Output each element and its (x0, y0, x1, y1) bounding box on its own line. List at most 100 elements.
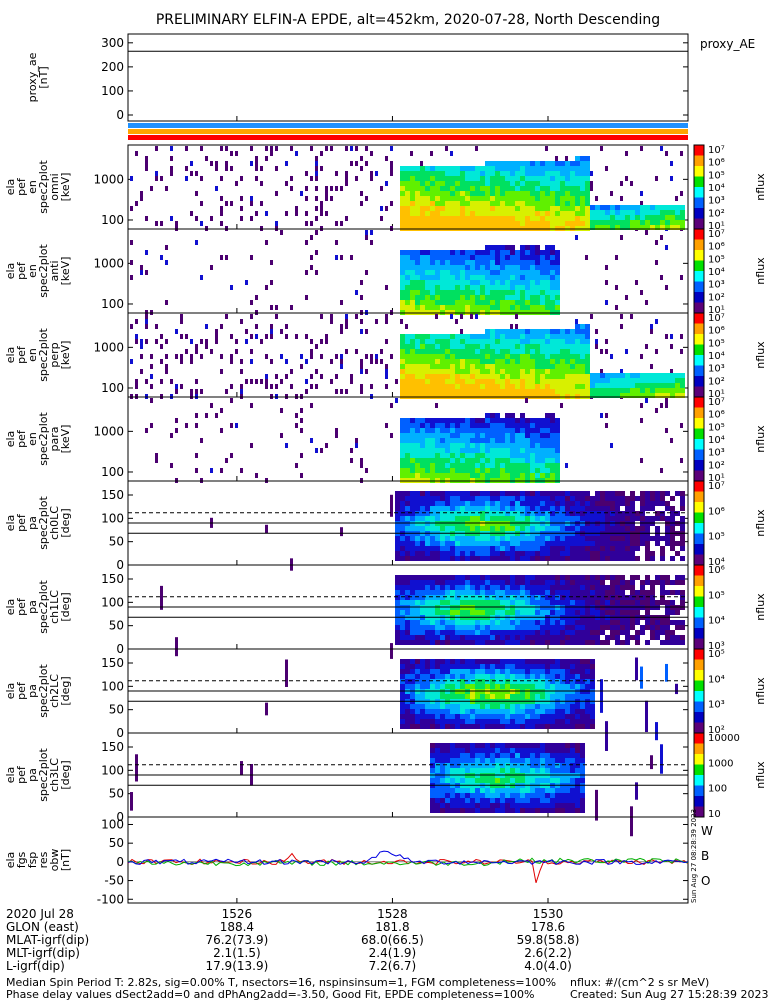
spec-cell (520, 334, 525, 339)
spec-cell (435, 354, 440, 359)
pa-cell (455, 714, 460, 719)
pa-cell (570, 516, 575, 521)
spec-cell (405, 196, 410, 201)
spec-cell (420, 196, 425, 201)
pa-cell (420, 640, 425, 645)
noise-cell (315, 384, 318, 389)
spec-cell (435, 384, 440, 389)
pa-cell (520, 501, 525, 506)
noise-cell (165, 300, 168, 305)
pa-cell (630, 556, 635, 561)
pa-cell (665, 501, 670, 506)
pa-cell (465, 684, 470, 689)
noise-cell (340, 300, 343, 305)
spec-cell (440, 423, 445, 428)
pa-cell (555, 595, 560, 600)
spec-cell (520, 329, 525, 334)
noise-cell (370, 176, 373, 181)
pa-cell (680, 506, 685, 511)
noise-cell (135, 379, 138, 384)
pa-cell (515, 551, 520, 556)
spec-cell (585, 216, 590, 221)
pa-cell (420, 536, 425, 541)
pa-cell (550, 620, 555, 625)
spec-cell (410, 369, 415, 374)
noise-cell (370, 384, 373, 389)
spec-cell (400, 354, 405, 359)
spec-cell (530, 221, 535, 226)
pa-cell (560, 590, 565, 595)
pa-cell (475, 625, 480, 630)
spec-cell (585, 349, 590, 354)
pa-cell (430, 491, 435, 496)
pa-cell (400, 536, 405, 541)
noise-cell (230, 423, 233, 428)
spec-cell (465, 468, 470, 473)
noise-cell (320, 448, 323, 453)
pa-cell (485, 501, 490, 506)
spec-cell (585, 389, 590, 394)
spec-cell (655, 383, 660, 388)
spec-cell (610, 378, 615, 383)
spec-cell (465, 334, 470, 339)
ytick-label: 1000 (93, 340, 124, 354)
noise-cell (345, 349, 348, 354)
spec-cell (435, 458, 440, 463)
spec-cell (495, 211, 500, 216)
pa-cell (560, 659, 565, 664)
pa-cell (455, 551, 460, 556)
spec-cell (475, 211, 480, 216)
spec-cell (405, 428, 410, 433)
pa-cell (630, 506, 635, 511)
spec-cell (570, 191, 575, 196)
spec-cell (570, 196, 575, 201)
pa-cell (600, 580, 605, 585)
pa-cell (445, 506, 450, 511)
spec-cell (540, 186, 545, 191)
spec-cell (480, 458, 485, 463)
spec-cell (430, 384, 435, 389)
pa-cell (655, 541, 660, 546)
pa-cell (485, 704, 490, 709)
pa-cell (545, 640, 550, 645)
spec-cell (505, 196, 510, 201)
pa-cell (520, 664, 525, 669)
spec-cell (545, 473, 550, 478)
pa-cell (565, 635, 570, 640)
pa-cell (450, 501, 455, 506)
spec-cell (485, 443, 490, 448)
noise-cell (270, 151, 273, 156)
pa-cell (475, 595, 480, 600)
pa-cell (525, 630, 530, 635)
pa-cell (495, 556, 500, 561)
spec-cell (400, 290, 405, 295)
spec-cell (425, 423, 430, 428)
spec-cell (405, 384, 410, 389)
spec-cell (510, 468, 515, 473)
pa-cell (395, 541, 400, 546)
pa-cell (555, 659, 560, 664)
ytick-label: 100 (101, 297, 124, 311)
pa-cell (625, 526, 630, 531)
pa-cell (420, 694, 425, 699)
panel-ylabel-line: [keV] (59, 257, 72, 286)
pa-cell (660, 620, 665, 625)
spec-cell (540, 221, 545, 226)
spec-cell (485, 438, 490, 443)
noise-cell (655, 176, 658, 181)
spec-cell (405, 191, 410, 196)
pa-cell (585, 600, 590, 605)
pa-cell (490, 580, 495, 585)
spec-cell (665, 383, 670, 388)
pa-cell (495, 541, 500, 546)
pa-cell (570, 630, 575, 635)
spec-cell (575, 324, 580, 329)
pa-cell (465, 491, 470, 496)
pa-cell (490, 724, 495, 729)
pa-cell (505, 536, 510, 541)
pa-cell (570, 669, 575, 674)
spec-cell (520, 201, 525, 206)
spec-cell (510, 290, 515, 295)
pa-cell (400, 511, 405, 516)
pa-cell (445, 496, 450, 501)
